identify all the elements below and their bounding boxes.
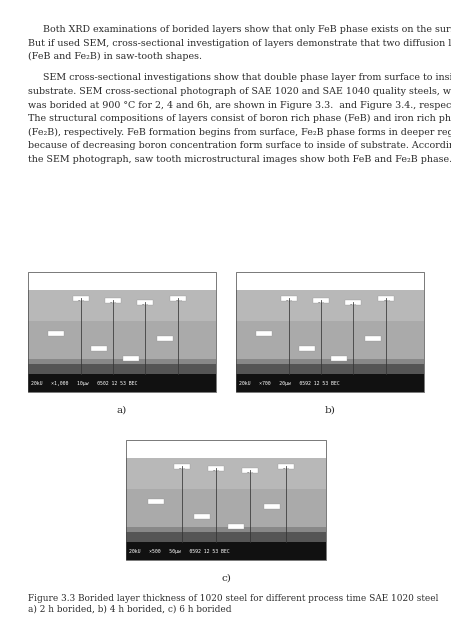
Text: ____: ____ (141, 301, 148, 305)
Bar (28, 290, 216, 321)
Text: ____: ____ (212, 467, 219, 471)
Bar (235, 290, 423, 392)
Bar (28, 272, 216, 392)
Bar (28, 358, 216, 374)
Bar (241, 468, 258, 473)
Bar (48, 331, 64, 336)
Bar (235, 290, 423, 321)
Text: The structural compositions of layers consist of boron rich phase (FeB) and iron: The structural compositions of layers co… (28, 114, 451, 123)
Bar (73, 296, 88, 301)
Text: c): c) (221, 574, 230, 583)
Text: ____: ____ (382, 297, 389, 301)
Bar (331, 356, 347, 362)
Bar (126, 458, 325, 488)
Bar (193, 514, 210, 519)
Bar (235, 364, 423, 374)
Text: 20kU   ×1,000   10μw   0502 12 53 BEC: 20kU ×1,000 10μw 0502 12 53 BEC (31, 381, 137, 385)
Bar (299, 346, 315, 351)
Text: a): a) (117, 406, 127, 415)
Bar (157, 336, 173, 341)
Bar (147, 499, 164, 504)
Bar (174, 464, 189, 469)
Bar (126, 440, 325, 560)
Text: But if used SEM, cross-sectional investigation of layers demonstrate that two di: But if used SEM, cross-sectional investi… (28, 38, 451, 47)
Bar (235, 374, 423, 392)
Bar (126, 527, 325, 542)
Text: ____: ____ (246, 469, 253, 473)
Bar (207, 466, 224, 471)
Text: because of decreasing boron concentration form surface to inside of substrate. A: because of decreasing boron concentratio… (28, 141, 451, 150)
Text: ____: ____ (348, 301, 355, 305)
Text: ____: ____ (77, 297, 84, 301)
Text: (Fe₂B), respectively. FeB formation begins from surface, Fe₂B phase forms in dee: (Fe₂B), respectively. FeB formation begi… (28, 127, 451, 136)
Bar (256, 331, 272, 336)
Bar (170, 296, 186, 301)
Bar (126, 458, 325, 560)
Text: ____: ____ (178, 465, 185, 469)
Text: ____: ____ (109, 299, 116, 303)
Text: was borided at 900 °C for 2, 4 and 6h, are shown in Figure 3.3.  and Figure 3.4.: was borided at 900 °C for 2, 4 and 6h, a… (28, 100, 451, 109)
Bar (227, 524, 244, 529)
Text: ____: ____ (282, 465, 289, 469)
Text: the SEM photograph, saw tooth microstructural images show both FeB and Fe₂B phas: the SEM photograph, saw tooth microstruc… (28, 154, 451, 163)
Text: ____: ____ (175, 297, 181, 301)
Bar (28, 290, 216, 392)
Text: substrate. SEM cross-sectional photograph of SAE 1020 and SAE 1040 quality steel: substrate. SEM cross-sectional photograp… (28, 87, 451, 96)
Text: Both XRD examinations of borided layers show that only FeB phase exists on the s: Both XRD examinations of borided layers … (28, 25, 451, 34)
Bar (263, 504, 279, 509)
Bar (364, 336, 380, 341)
Bar (344, 300, 360, 305)
Bar (126, 532, 325, 542)
Bar (277, 464, 293, 469)
Bar (28, 364, 216, 374)
Text: SEM cross-sectional investigations show that double phase layer from surface to : SEM cross-sectional investigations show … (28, 74, 451, 83)
Bar (235, 272, 423, 392)
Text: a) 2 h borided, b) 4 h borided, c) 6 h borided: a) 2 h borided, b) 4 h borided, c) 6 h b… (28, 605, 231, 614)
Text: ____: ____ (317, 299, 323, 303)
Bar (123, 356, 139, 362)
Bar (91, 346, 107, 351)
Text: b): b) (324, 406, 335, 415)
Bar (28, 374, 216, 392)
Bar (377, 296, 394, 301)
Bar (126, 542, 325, 560)
Text: 20kU   ×500   50μw   0592 12 53 BEC: 20kU ×500 50μw 0592 12 53 BEC (129, 548, 229, 554)
Text: (FeB and Fe₂B) in saw-tooth shapes.: (FeB and Fe₂B) in saw-tooth shapes. (28, 52, 202, 61)
Bar (280, 296, 296, 301)
Bar (104, 298, 120, 303)
Text: Figure 3.3 Borided layer thickness of 1020 steel for different process time SAE : Figure 3.3 Borided layer thickness of 10… (28, 594, 437, 603)
Bar (136, 300, 152, 305)
Bar (235, 358, 423, 374)
Text: ____: ____ (285, 297, 291, 301)
Text: 20kU   ×700   20μw   0592 12 53 BEC: 20kU ×700 20μw 0592 12 53 BEC (239, 381, 339, 385)
Bar (312, 298, 328, 303)
